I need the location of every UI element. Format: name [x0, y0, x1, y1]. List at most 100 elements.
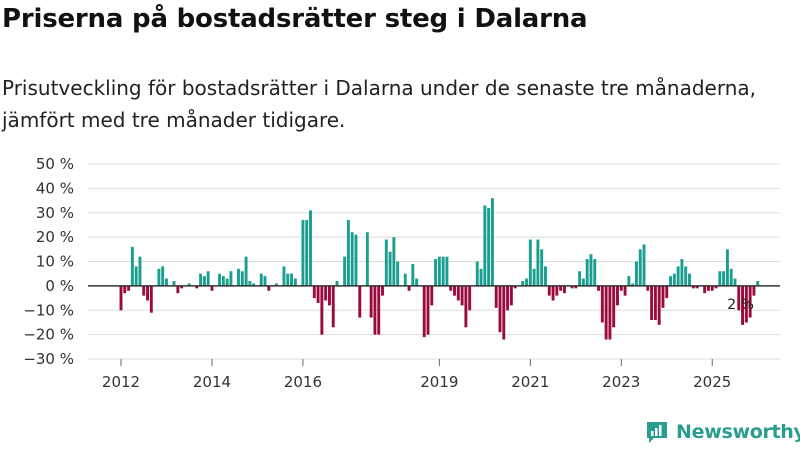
bar: [157, 268, 161, 286]
bar: [180, 285, 184, 289]
bar: [650, 285, 654, 321]
bar: [756, 281, 760, 286]
bar: [293, 278, 297, 286]
y-tick-label: 20 %: [36, 228, 74, 246]
bar: [661, 285, 665, 308]
bar: [134, 266, 138, 286]
bar: [199, 273, 203, 286]
y-tick-label: −20 %: [23, 326, 74, 344]
bar: [718, 271, 722, 286]
bar: [346, 220, 350, 286]
bar: [290, 273, 293, 286]
bar: [309, 210, 312, 286]
bar: [384, 239, 388, 286]
bar: [187, 283, 191, 286]
last-value-annotation: 2 %: [727, 297, 754, 313]
bar: [430, 285, 434, 306]
bar: [354, 234, 358, 286]
bar: [225, 278, 229, 286]
bar: [585, 259, 589, 286]
bar: [733, 278, 737, 286]
bar: [335, 281, 339, 286]
bar: [202, 276, 206, 286]
bar: [509, 285, 513, 306]
bar: [653, 285, 657, 321]
bar: [210, 285, 214, 291]
bar: [221, 276, 225, 286]
bar: [172, 281, 176, 286]
bar: [301, 220, 305, 286]
bar: [282, 266, 286, 286]
bar: [578, 271, 582, 286]
bar: [642, 244, 646, 286]
bar: [593, 259, 597, 286]
bar: [358, 285, 362, 318]
bar: [426, 285, 430, 335]
y-tick-label: −10 %: [23, 301, 74, 319]
bar: [176, 285, 180, 294]
x-tick-label: 2014: [193, 373, 231, 391]
bar: [343, 256, 347, 286]
bar: [744, 285, 748, 323]
bar: [445, 256, 449, 286]
bar: [373, 285, 377, 335]
x-tick-label: 2021: [511, 373, 549, 391]
y-tick-label: 40 %: [36, 179, 74, 197]
x-tick-label: 2023: [602, 373, 640, 391]
bar: [714, 285, 718, 289]
bar: [161, 266, 165, 286]
bar: [415, 278, 419, 286]
bar: [581, 278, 585, 286]
bar: [676, 266, 680, 286]
bar: [377, 285, 381, 335]
bar: [521, 281, 525, 286]
bar: [149, 285, 153, 313]
newsworthy-logo-icon: [647, 422, 667, 443]
bar: [369, 285, 373, 318]
bar: [479, 268, 483, 286]
bar: [737, 285, 741, 311]
bar: [365, 232, 369, 286]
bar: [422, 285, 426, 338]
bar: [350, 232, 354, 286]
bar: [498, 285, 502, 333]
bar: [608, 285, 612, 340]
bar: [559, 285, 563, 291]
bar: [441, 256, 445, 286]
bar: [483, 205, 487, 286]
bar: [119, 285, 123, 311]
gridlines: [88, 163, 780, 360]
bar: [536, 239, 540, 286]
bar: [665, 285, 669, 299]
bar: [691, 285, 695, 289]
bar: [528, 239, 532, 286]
bar: [263, 276, 267, 286]
bar: [752, 285, 756, 296]
bar: [741, 285, 745, 325]
newsworthy-logo: Newsworthy: [644, 419, 800, 445]
bar: [165, 278, 168, 286]
y-tick-label: 10 %: [36, 253, 74, 271]
bar: [407, 285, 411, 291]
bar: [490, 198, 494, 286]
y-tick-label: 30 %: [36, 204, 74, 222]
bar: [494, 285, 498, 308]
bar: [475, 261, 479, 286]
bar: [437, 256, 441, 286]
bar: [320, 285, 324, 335]
bar: [657, 285, 661, 325]
bar: [328, 285, 331, 306]
bar: [453, 285, 456, 296]
bar: [540, 249, 544, 286]
bar: [456, 285, 460, 301]
x-axis: 2012 2014 2016 2019 2021 2023 2025: [102, 359, 731, 391]
bar: [680, 259, 684, 286]
bar: [487, 207, 491, 286]
bar: [562, 285, 566, 294]
bar: [729, 268, 733, 286]
bar: [646, 285, 650, 291]
bar: [237, 268, 240, 286]
bar: [206, 271, 210, 286]
bar: [707, 285, 710, 291]
